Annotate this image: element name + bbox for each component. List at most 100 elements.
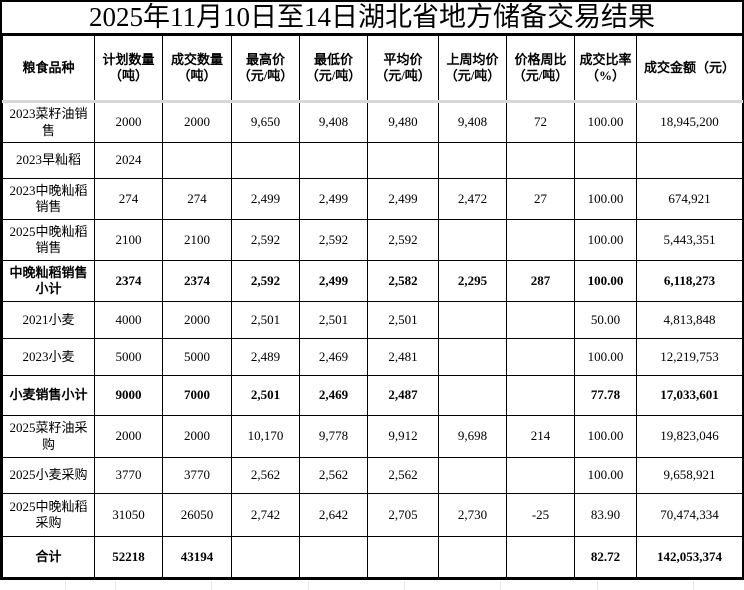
value-cell[interactable]: 2000 bbox=[162, 415, 232, 458]
value-cell[interactable]: -25 bbox=[506, 493, 575, 537]
value-cell[interactable]: 2,562 bbox=[231, 457, 300, 494]
col-header-lowest-price[interactable]: 最低价（元/吨） bbox=[299, 35, 368, 103]
col-header-last-week-average[interactable]: 上周均价（元/吨） bbox=[438, 35, 507, 103]
value-cell[interactable]: 100.00 bbox=[574, 101, 637, 143]
value-cell[interactable]: 5,443,351 bbox=[636, 219, 743, 261]
value-cell[interactable]: 4000 bbox=[94, 301, 163, 339]
value-cell[interactable] bbox=[367, 142, 439, 179]
value-cell[interactable]: 100.00 bbox=[574, 415, 637, 458]
value-cell[interactable] bbox=[506, 338, 575, 376]
value-cell[interactable]: 82.72 bbox=[574, 536, 637, 578]
value-cell[interactable] bbox=[438, 219, 507, 261]
value-cell[interactable]: 43194 bbox=[162, 536, 232, 578]
col-header-planned-quantity[interactable]: 计划数量（吨） bbox=[94, 35, 163, 103]
value-cell[interactable]: 2,469 bbox=[299, 338, 368, 376]
col-header-traded-quantity[interactable]: 成交数量（吨） bbox=[162, 35, 232, 103]
value-cell[interactable]: 2,501 bbox=[299, 301, 368, 339]
value-cell[interactable]: 2,499 bbox=[299, 178, 368, 220]
col-header-average-price[interactable]: 平均价（元/吨） bbox=[367, 35, 439, 103]
value-cell[interactable] bbox=[438, 536, 507, 578]
value-cell[interactable]: 31050 bbox=[94, 493, 163, 537]
value-cell[interactable]: 6,118,273 bbox=[636, 260, 743, 302]
value-cell[interactable]: 2,472 bbox=[438, 178, 507, 220]
value-cell[interactable]: 77.78 bbox=[574, 375, 637, 416]
value-cell[interactable] bbox=[162, 142, 232, 179]
col-header-highest-price[interactable]: 最高价（元/吨） bbox=[231, 35, 300, 103]
value-cell[interactable]: 2,592 bbox=[367, 219, 439, 261]
value-cell[interactable] bbox=[367, 536, 439, 578]
value-cell[interactable]: 214 bbox=[506, 415, 575, 458]
value-cell[interactable]: 2,562 bbox=[299, 457, 368, 494]
row-label-cell[interactable]: 2023菜籽油销售 bbox=[2, 101, 95, 143]
value-cell[interactable]: 4,813,848 bbox=[636, 301, 743, 339]
row-label-cell[interactable]: 2023中晚籼稻销售 bbox=[2, 178, 95, 220]
value-cell[interactable] bbox=[506, 457, 575, 494]
value-cell[interactable]: 7000 bbox=[162, 375, 232, 416]
value-cell[interactable]: 9,778 bbox=[299, 415, 368, 458]
value-cell[interactable]: 2,501 bbox=[367, 301, 439, 339]
value-cell[interactable]: 2,499 bbox=[299, 260, 368, 302]
row-label-cell[interactable]: 2025中晚籼稻销售 bbox=[2, 219, 95, 261]
value-cell[interactable]: 3770 bbox=[162, 457, 232, 494]
value-cell[interactable]: 2024 bbox=[94, 142, 163, 179]
value-cell[interactable]: 9,658,921 bbox=[636, 457, 743, 494]
value-cell[interactable]: 100.00 bbox=[574, 338, 637, 376]
value-cell[interactable]: 2,501 bbox=[231, 301, 300, 339]
col-header-price-week-change[interactable]: 价格周比（元/吨） bbox=[506, 35, 575, 103]
value-cell[interactable]: 9,480 bbox=[367, 101, 439, 143]
value-cell[interactable]: 72 bbox=[506, 101, 575, 143]
value-cell[interactable]: 9,698 bbox=[438, 415, 507, 458]
value-cell[interactable]: 274 bbox=[162, 178, 232, 220]
row-label-cell[interactable]: 合计 bbox=[2, 536, 95, 578]
value-cell[interactable]: 2,642 bbox=[299, 493, 368, 537]
value-cell[interactable]: 19,823,046 bbox=[636, 415, 743, 458]
value-cell[interactable] bbox=[438, 301, 507, 339]
value-cell[interactable]: 2,582 bbox=[367, 260, 439, 302]
value-cell[interactable]: 287 bbox=[506, 260, 575, 302]
row-label-cell[interactable]: 2025小麦采购 bbox=[2, 457, 95, 494]
value-cell[interactable]: 2,481 bbox=[367, 338, 439, 376]
value-cell[interactable]: 2,730 bbox=[438, 493, 507, 537]
value-cell[interactable] bbox=[438, 375, 507, 416]
value-cell[interactable]: 100.00 bbox=[574, 178, 637, 220]
value-cell[interactable]: 83.90 bbox=[574, 493, 637, 537]
value-cell[interactable]: 2000 bbox=[162, 301, 232, 339]
value-cell[interactable]: 2000 bbox=[162, 101, 232, 143]
value-cell[interactable]: 2,469 bbox=[299, 375, 368, 416]
value-cell[interactable]: 9,650 bbox=[231, 101, 300, 143]
value-cell[interactable]: 100.00 bbox=[574, 457, 637, 494]
value-cell[interactable]: 2,592 bbox=[231, 260, 300, 302]
row-label-cell[interactable]: 2021小麦 bbox=[2, 301, 95, 339]
col-header-trade-amount[interactable]: 成交金额（元） bbox=[636, 35, 743, 103]
value-cell[interactable]: 2,742 bbox=[231, 493, 300, 537]
row-label-cell[interactable]: 2025菜籽油采购 bbox=[2, 415, 95, 458]
value-cell[interactable] bbox=[231, 142, 300, 179]
row-label-cell[interactable]: 小麦销售小计 bbox=[2, 375, 95, 416]
row-label-cell[interactable]: 2023早籼稻 bbox=[2, 142, 95, 179]
value-cell[interactable] bbox=[636, 142, 743, 179]
value-cell[interactable]: 70,474,334 bbox=[636, 493, 743, 537]
value-cell[interactable]: 5000 bbox=[162, 338, 232, 376]
value-cell[interactable]: 100.00 bbox=[574, 260, 637, 302]
value-cell[interactable]: 674,921 bbox=[636, 178, 743, 220]
value-cell[interactable]: 17,033,601 bbox=[636, 375, 743, 416]
value-cell[interactable]: 2,592 bbox=[299, 219, 368, 261]
value-cell[interactable]: 2374 bbox=[162, 260, 232, 302]
value-cell[interactable]: 2374 bbox=[94, 260, 163, 302]
value-cell[interactable]: 2,487 bbox=[367, 375, 439, 416]
value-cell[interactable]: 2,489 bbox=[231, 338, 300, 376]
value-cell[interactable]: 2,562 bbox=[367, 457, 439, 494]
value-cell[interactable]: 2000 bbox=[94, 101, 163, 143]
value-cell[interactable]: 142,053,374 bbox=[636, 536, 743, 578]
value-cell[interactable]: 2100 bbox=[162, 219, 232, 261]
value-cell[interactable] bbox=[299, 142, 368, 179]
row-label-cell[interactable]: 2025中晚籼稻采购 bbox=[2, 493, 95, 537]
value-cell[interactable]: 2100 bbox=[94, 219, 163, 261]
value-cell[interactable]: 2,501 bbox=[231, 375, 300, 416]
value-cell[interactable] bbox=[574, 142, 637, 179]
value-cell[interactable] bbox=[231, 536, 300, 578]
value-cell[interactable]: 3770 bbox=[94, 457, 163, 494]
value-cell[interactable]: 12,219,753 bbox=[636, 338, 743, 376]
value-cell[interactable]: 9,408 bbox=[299, 101, 368, 143]
value-cell[interactable]: 100.00 bbox=[574, 219, 637, 261]
